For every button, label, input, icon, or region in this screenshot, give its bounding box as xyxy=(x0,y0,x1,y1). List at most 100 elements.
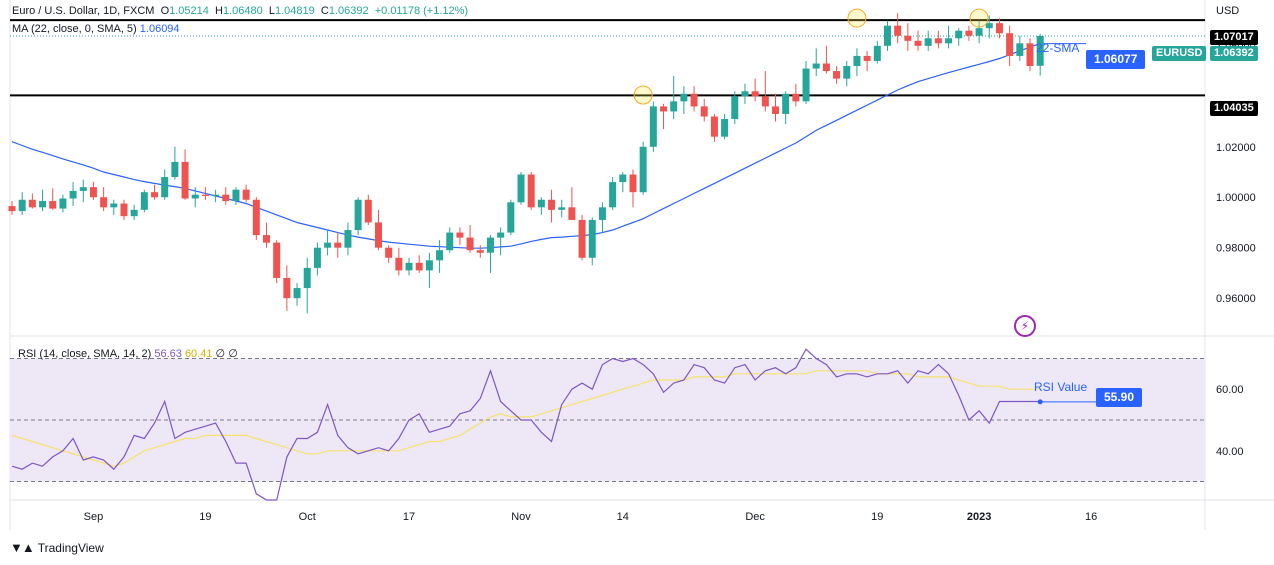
candle-body xyxy=(761,96,769,107)
candle xyxy=(517,172,525,205)
tradingview-brand: TradingView xyxy=(37,540,104,555)
candle-body xyxy=(69,190,77,199)
candle-body xyxy=(8,206,16,212)
candle xyxy=(415,255,423,273)
candle-body xyxy=(18,199,26,212)
candle xyxy=(537,197,545,215)
candle-body xyxy=(405,262,413,271)
candle-body xyxy=(527,174,535,208)
ma-label: MA (22, close, 0, SMA, 5) xyxy=(12,23,137,35)
candle xyxy=(1026,38,1034,72)
candle xyxy=(436,240,444,273)
candle-body xyxy=(1026,43,1034,67)
time-tick-label: Oct xyxy=(299,511,316,523)
candle xyxy=(507,199,515,236)
tradingview-logo[interactable]: ▼▲ TradingView xyxy=(10,540,104,555)
rsi-legend-ma: 60.41 xyxy=(184,348,213,360)
candle-body xyxy=(537,199,545,208)
ma-22-line xyxy=(11,43,1041,249)
candle-body xyxy=(191,194,199,199)
candle-body xyxy=(100,197,108,208)
candle xyxy=(446,227,454,253)
resistance-level-tag: 1.07017 xyxy=(1210,30,1258,45)
candle xyxy=(161,169,169,200)
candle xyxy=(39,189,47,212)
candle-body xyxy=(425,260,433,271)
candle xyxy=(914,30,922,51)
candle xyxy=(293,283,301,306)
time-tick-label: Nov xyxy=(511,511,531,523)
candle xyxy=(89,182,97,200)
candle-body xyxy=(802,68,810,102)
symbol-title[interactable]: Euro / U.S. Dollar, 1D, FXCM xyxy=(12,5,155,17)
candle-body xyxy=(232,189,240,202)
candle xyxy=(782,91,790,125)
price-tick-label: 1.00000 xyxy=(1216,192,1256,204)
swing-markers xyxy=(633,8,989,105)
candle-body xyxy=(863,55,871,61)
rsi-tick-label: 40.00 xyxy=(1216,446,1244,458)
candle-body xyxy=(578,219,586,258)
candle xyxy=(609,177,617,210)
candle xyxy=(252,197,260,241)
candle-body xyxy=(436,250,444,261)
candle xyxy=(273,240,281,284)
time-tick-label: 19 xyxy=(199,511,211,523)
candle xyxy=(700,98,708,122)
candle-body xyxy=(517,174,525,203)
tradingview-icon: ▼▲ xyxy=(10,540,35,555)
candle xyxy=(456,227,464,246)
candle-body xyxy=(385,247,393,258)
candle-body xyxy=(741,91,749,97)
candle-body xyxy=(446,232,454,251)
candle xyxy=(975,20,983,44)
sma-annotation-label: 22-SMA xyxy=(1036,41,1080,55)
candle-body xyxy=(843,66,851,79)
ma-22-line-layer xyxy=(11,43,1086,249)
lightning-icon[interactable]: ⚡ xyxy=(1014,315,1036,337)
candle-body xyxy=(395,257,403,271)
time-tick-label: 14 xyxy=(617,511,629,523)
candle-body xyxy=(772,106,779,114)
candle xyxy=(955,28,963,46)
candle-body xyxy=(548,199,556,210)
candle xyxy=(690,86,698,112)
candle xyxy=(649,101,657,152)
rsi-legend-extra2: ∅ xyxy=(228,348,238,360)
candle xyxy=(548,189,556,223)
candle-body xyxy=(822,63,830,72)
candle-body xyxy=(904,35,912,41)
candle-body xyxy=(303,267,311,289)
candle xyxy=(629,169,637,208)
open-label: O xyxy=(160,5,170,17)
candle xyxy=(558,199,566,218)
symbol-tag: EURUSD xyxy=(1152,46,1207,61)
ma-legend[interactable]: MA (22, close, 0, SMA, 5) 1.06094 xyxy=(12,23,180,35)
candle xyxy=(772,93,779,122)
candle-body xyxy=(812,63,820,69)
rsi-legend[interactable]: RSI (14, close, SMA, 14, 2) 56.63 60.41 … xyxy=(18,347,238,360)
candle-body xyxy=(313,247,321,268)
candle xyxy=(497,227,505,256)
candle-body xyxy=(914,40,922,46)
candle xyxy=(965,25,973,41)
candle xyxy=(741,83,749,104)
candle xyxy=(120,199,128,220)
candle xyxy=(405,257,413,276)
candle xyxy=(527,172,535,210)
candle xyxy=(191,187,199,208)
candle xyxy=(79,179,87,203)
candle xyxy=(578,214,586,261)
candle xyxy=(263,222,270,248)
candle-body xyxy=(79,187,87,191)
candle xyxy=(802,60,810,104)
candle xyxy=(639,141,647,195)
candle xyxy=(904,23,912,51)
horizontal-levels xyxy=(10,19,1205,97)
candle-body xyxy=(649,106,657,147)
candle-body xyxy=(588,219,596,258)
candle xyxy=(28,193,36,209)
candle-body xyxy=(955,30,963,39)
candle xyxy=(303,257,311,314)
time-tick-label: 17 xyxy=(403,511,415,523)
